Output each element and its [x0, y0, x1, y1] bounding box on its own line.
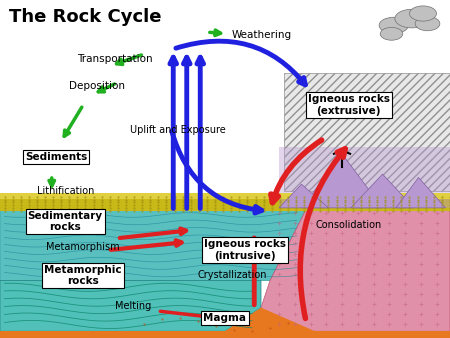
Text: Igneous rocks
(intrusive): Igneous rocks (intrusive): [204, 239, 286, 261]
Ellipse shape: [395, 9, 428, 28]
Polygon shape: [135, 308, 315, 338]
Ellipse shape: [415, 17, 440, 31]
Text: Sediments: Sediments: [25, 152, 87, 162]
Text: Igneous rocks
(extrusive): Igneous rocks (extrusive): [308, 94, 390, 116]
Text: Sedimentary
rocks: Sedimentary rocks: [28, 211, 103, 232]
Text: Transportation: Transportation: [77, 54, 153, 64]
Polygon shape: [0, 210, 306, 281]
Polygon shape: [351, 174, 414, 208]
Bar: [0, 193, 450, 199]
Polygon shape: [279, 184, 328, 208]
Text: Crystallization: Crystallization: [197, 270, 266, 281]
Text: Consolidation: Consolidation: [315, 220, 382, 230]
Ellipse shape: [410, 6, 436, 21]
Text: Melting: Melting: [115, 301, 151, 311]
Ellipse shape: [380, 27, 403, 40]
Text: Uplift and Exposure: Uplift and Exposure: [130, 125, 225, 135]
Polygon shape: [279, 147, 450, 208]
Bar: [284, 73, 450, 191]
Ellipse shape: [379, 17, 409, 33]
Text: Metamorphism: Metamorphism: [46, 242, 120, 252]
Polygon shape: [396, 177, 446, 208]
Polygon shape: [302, 154, 382, 208]
Text: Weathering: Weathering: [232, 30, 292, 41]
Text: Magma: Magma: [203, 313, 247, 323]
Text: Metamorphic
rocks: Metamorphic rocks: [45, 265, 122, 286]
Bar: [0, 193, 450, 211]
Text: Lithification: Lithification: [36, 186, 94, 196]
Text: Deposition: Deposition: [69, 81, 125, 91]
Polygon shape: [261, 210, 450, 331]
Polygon shape: [0, 281, 261, 331]
Bar: [0, 331, 450, 338]
Text: The Rock Cycle: The Rock Cycle: [9, 8, 162, 26]
